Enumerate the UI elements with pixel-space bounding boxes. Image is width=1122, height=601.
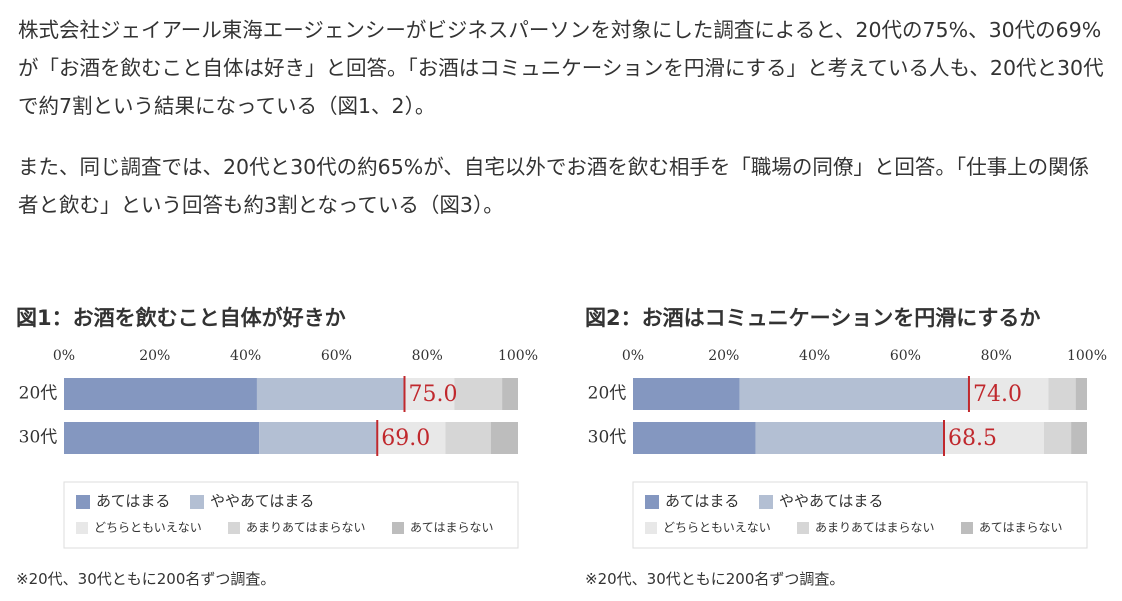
paragraph: また、同じ調査では、20代と30代の約65%が、自宅以外でお酒を飲む相手を「職場… <box>18 155 1090 217</box>
x-tick-label: 60% <box>890 348 921 364</box>
bar-segment <box>739 378 969 410</box>
legend-box <box>632 481 1088 549</box>
category-label: 20代 <box>588 384 627 404</box>
x-tick-label: 80% <box>412 348 443 364</box>
legend-label: あてはまらない <box>979 521 1063 535</box>
legend-label: ややあてはまる <box>779 492 883 510</box>
bar-segment <box>1071 422 1087 454</box>
legend-label: あまりあてはまらない <box>246 521 366 535</box>
x-tick-label: 0% <box>622 348 644 364</box>
chart: 0% 20% 40% 60% 80% 100% 20代 74.0 30代 68.5 あてはまる ややあ… <box>588 348 1107 549</box>
chart-title: 図1：お酒を飲むこと自体が好きか <box>16 306 346 330</box>
bar-segment <box>633 378 740 410</box>
bar-segment <box>454 378 503 410</box>
legend-swatch <box>190 495 204 509</box>
legend-swatch <box>392 522 404 534</box>
legend-label: ややあてはまる <box>210 492 314 510</box>
chart: 0% 20% 40% 60% 80% 100% 20代 75.0 30代 69.0 あてはまる ややあ… <box>19 348 538 549</box>
bar-segment <box>1048 378 1076 410</box>
bar-segment <box>64 378 257 410</box>
x-tick-label: 100% <box>498 348 538 364</box>
bar-segment <box>259 422 378 454</box>
bar-segment <box>490 422 518 454</box>
legend-label: どちらともいえない <box>663 521 771 535</box>
legend-swatch <box>961 522 973 534</box>
legend-swatch <box>76 522 88 534</box>
x-tick-label: 0% <box>53 348 75 364</box>
bar-segment <box>404 378 455 410</box>
bar-segment <box>256 378 405 410</box>
x-tick-label: 20% <box>139 348 170 364</box>
bar-segment <box>1075 378 1087 410</box>
category-label: 30代 <box>588 428 627 448</box>
total-label: 75.0 <box>409 382 458 407</box>
x-tick-label: 40% <box>799 348 830 364</box>
x-tick-label: 80% <box>981 348 1012 364</box>
bar-segment <box>1043 422 1072 454</box>
category-label: 30代 <box>19 428 58 448</box>
legend-label: あてはまる <box>665 492 739 510</box>
chart-title: 図2：お酒はコミュニケーションを円滑にするか <box>585 306 1041 330</box>
bar-segment <box>755 422 944 454</box>
x-tick-label: 60% <box>321 348 352 364</box>
legend-label: どちらともいえない <box>94 521 202 535</box>
x-tick-label: 40% <box>230 348 261 364</box>
total-label: 69.0 <box>381 426 430 451</box>
note: ※20代、30代ともに200名ずつ調査。 <box>16 570 276 588</box>
x-tick-label: 20% <box>708 348 739 364</box>
bar-segment <box>445 422 491 454</box>
x-tick-label: 100% <box>1067 348 1107 364</box>
legend-swatch <box>645 495 659 509</box>
legend-swatch <box>797 522 809 534</box>
legend-swatch <box>645 522 657 534</box>
bar-segment <box>968 378 1049 410</box>
total-label: 68.5 <box>948 426 997 451</box>
legend-swatch <box>76 495 90 509</box>
paragraph: 株式会社ジェイアール東海エージェンシーがビジネスパーソンを対象にした調査によると… <box>18 18 1104 118</box>
legend-swatch <box>228 522 240 534</box>
note: ※20代、30代ともに200名ずつ調査。 <box>585 570 845 588</box>
bar-segment <box>64 422 260 454</box>
legend-label: あてはまらない <box>410 521 494 535</box>
legend-label: あてはまる <box>96 492 170 510</box>
bar-segment <box>943 422 1044 454</box>
bar-segment <box>377 422 446 454</box>
category-label: 20代 <box>19 384 58 404</box>
legend-label: あまりあてはまらない <box>815 521 935 535</box>
legend-swatch <box>759 495 773 509</box>
bar-segment <box>633 422 756 454</box>
bar-segment <box>502 378 518 410</box>
total-label: 74.0 <box>973 382 1022 407</box>
legend-box <box>63 481 519 549</box>
